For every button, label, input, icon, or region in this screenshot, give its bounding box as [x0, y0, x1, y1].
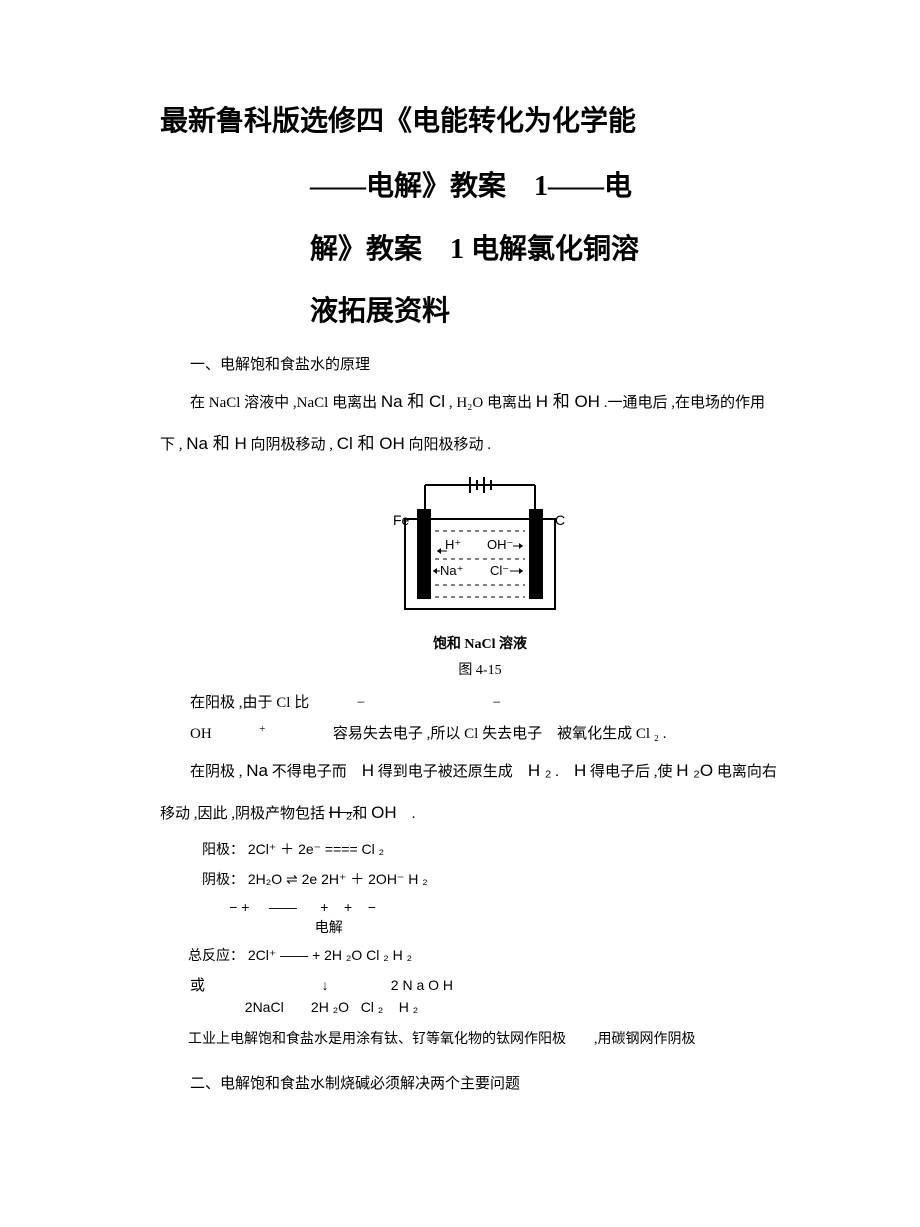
title-line-4: 液拓展资料: [160, 290, 800, 335]
yang-minus-2: −: [493, 695, 501, 711]
para1-g: Na 和 H: [186, 434, 246, 453]
oh-cl: Cl: [464, 726, 478, 742]
oh-label: OH: [190, 726, 212, 742]
yang-a: 在阳极 ,由于: [190, 695, 276, 711]
section-2-heading: 二、电解饱和食盐水制烧碱必须解决两个主要问题: [160, 1072, 800, 1096]
title-line-1: 最新鲁科版选修四《电能转化为化学能: [160, 100, 800, 145]
symbol-row-1b: 电解: [202, 918, 800, 938]
oh-text-a: 容易失去电子 ,所以: [333, 726, 464, 742]
oh-text-b: 失去电子 被氧化生成: [478, 726, 636, 742]
diagram-oh-label: OH⁻: [487, 537, 513, 552]
total-label: 总反应：: [188, 949, 244, 964]
grid-or: ↓ 2 N a O H: [209, 977, 453, 993]
yang-b: Cl 比: [276, 695, 309, 711]
or-line: 或 ↓ 2 N a O H: [190, 974, 800, 998]
eq-cathode-text: 2H₂O ⇌ 2e 2H⁺ ＋ 2OH⁻ H ₂: [248, 871, 428, 887]
para1-i: Cl 和 OH: [337, 434, 405, 453]
yin-d: H: [362, 761, 374, 780]
diagram-h-label: H⁺: [445, 537, 461, 552]
title-line-2: ——电解》教案 1——电: [160, 165, 800, 210]
para1-a: 在 NaCl 溶液中 ,NaCl 电离出: [190, 395, 381, 411]
diagram-na-label: Na⁺: [440, 563, 463, 578]
cathode-equation: 阴极： 2H₂O ⇌ 2e 2H⁺ ＋ 2OH⁻ H ₂: [160, 868, 800, 892]
paragraph-ionization: 在 NaCl 溶液中 ,NaCl 电离出 Na 和 Cl , H₂O 电离出 H…: [160, 385, 800, 419]
yin-p: .: [397, 806, 416, 822]
oh-cl2: Cl ₂: [636, 726, 659, 742]
diagram-cl-label: Cl⁻: [490, 563, 509, 578]
bottom-equation: 2NaCl 2H ₂O Cl ₂ H ₂: [202, 998, 800, 1018]
oh-sup: +: [259, 723, 265, 735]
anode-equation: 阳极： 2Cl⁺ ＋ 2e⁻ ==== Cl ₂: [160, 838, 800, 862]
yin-j: H ₂O: [676, 761, 713, 780]
yang-minus-1: −: [357, 695, 365, 711]
diagram-c-label: C: [555, 512, 565, 528]
yin-l: 移动 ,因此 ,阴极产物包括: [160, 806, 329, 822]
industrial-paragraph: 工业上电解饱和食盐水是用涂有钛、钌等氧化物的钛网作阳极 ,用碳钢网作阴极: [160, 1026, 800, 1054]
cathode-paragraph: 在阴极 , Na 不得电子而 H 得到电子被还原生成 H ₂ . H 得电子后 …: [160, 754, 800, 788]
diagram-caption: 饱和 NaCl 溶液: [375, 634, 585, 656]
yin-i: 得电子后 ,使: [586, 764, 676, 780]
para1-j: 向阳极移动 .: [405, 437, 491, 453]
grid-total: 2Cl⁺ —— + 2H ₂O Cl ₂ H ₂: [248, 947, 412, 963]
para1-b: Na 和 Cl: [381, 392, 445, 411]
para1-f: 下 ,: [160, 437, 186, 453]
yin-e: 得到电子被还原生成: [374, 764, 528, 780]
symbol-row-1: − + —— + + −: [202, 898, 800, 918]
yin-h: H: [574, 761, 586, 780]
yin-a: 在阴极 ,: [190, 764, 246, 780]
title-line-3: 解》教案 1 电解氯化铜溶: [160, 228, 800, 273]
yin-f: H ₂: [528, 761, 552, 780]
yin-c: 不得电子而: [268, 764, 362, 780]
para1-e: .一通电后 ,在电场的作用: [600, 395, 765, 411]
yin-b: Na: [246, 761, 268, 780]
oh-text-c: .: [659, 726, 667, 742]
electrolysis-diagram: Fe C H⁺ OH⁻ Na⁺ Cl⁻ 饱和 NaCl 溶液 图 4-15: [375, 471, 585, 682]
eq-anode-text: 2Cl⁺ ＋ 2e⁻ ==== Cl ₂: [248, 841, 384, 857]
para1-d: H 和 OH: [536, 392, 600, 411]
diagram-fignum: 图 4-15: [375, 660, 585, 682]
eq-cathode-label: 阴极：: [202, 873, 244, 888]
section-1-heading: 一、电解饱和食盐水的原理: [160, 353, 800, 377]
yin-o: OH: [371, 803, 397, 822]
diagram-fe-label: Fe: [393, 512, 410, 528]
anode-line-2: OH + 容易失去电子 ,所以 Cl 失去电子 被氧化生成 Cl ₂ .: [160, 721, 800, 746]
or-label: 或: [190, 978, 205, 994]
eq-anode-label: 阳极：: [202, 843, 244, 858]
para1-c: , H₂O 电离出: [445, 395, 536, 411]
yin-m: H ₂: [329, 803, 353, 822]
anode-line-1: 在阳极 ,由于 Cl 比 − −: [160, 691, 800, 715]
yin-n: 和: [352, 806, 371, 822]
yin-g: .: [551, 764, 574, 780]
yin-k: 电离向右: [713, 764, 777, 780]
cathode-paragraph-2: 移动 ,因此 ,阴极产物包括 H ₂和 OH .: [160, 796, 800, 830]
para1-h: 向阴极移动 ,: [247, 437, 337, 453]
total-reaction: 总反应： 2Cl⁺ —— + 2H ₂O Cl ₂ H ₂: [188, 944, 800, 968]
paragraph-ionization-2: 下 , Na 和 H 向阴极移动 , Cl 和 OH 向阳极移动 .: [160, 427, 800, 461]
